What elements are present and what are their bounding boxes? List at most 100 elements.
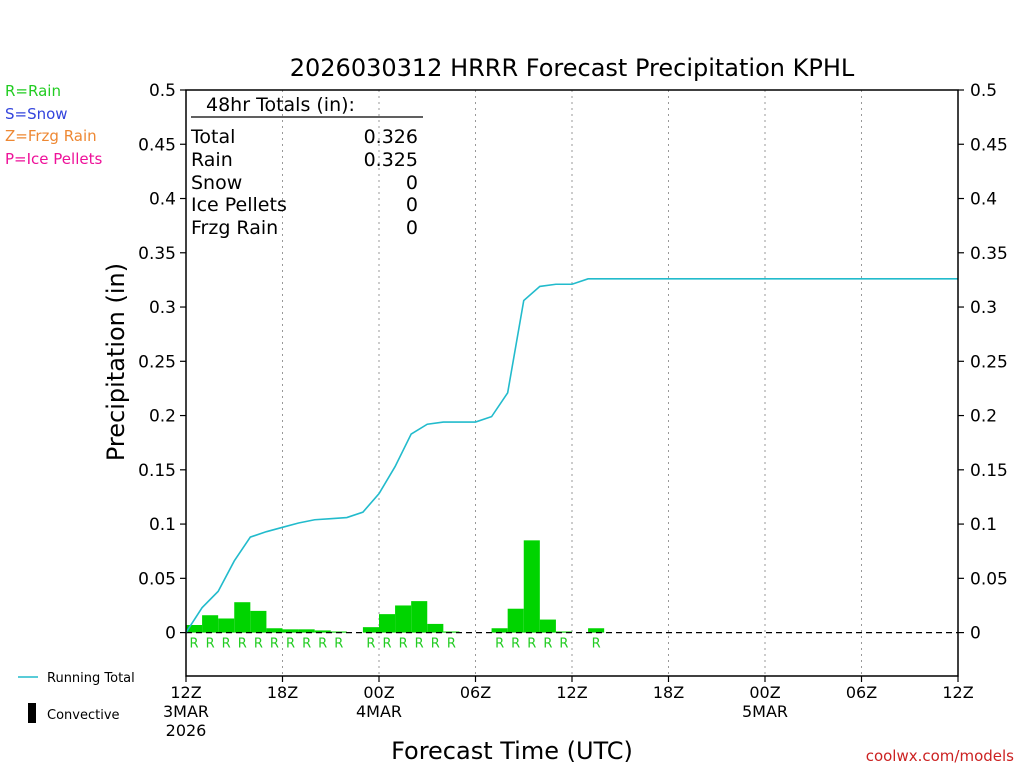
precip-type-marker: R <box>206 637 215 652</box>
precip-type-marker: R <box>592 637 601 652</box>
precip-bar <box>555 631 572 633</box>
precip-bar <box>282 629 299 633</box>
y-tick-label: 0.35 <box>970 244 1008 264</box>
legend-rain: R=Rain <box>5 82 61 100</box>
precip-type-marker: R <box>447 637 456 652</box>
x-tick-label: 5MAR <box>742 702 788 721</box>
precip-type-marker: R <box>527 637 536 652</box>
totals-row-value: 0.326 <box>364 126 418 148</box>
y-tick-label: 0.3 <box>970 298 997 318</box>
y-tick-label: 0.5 <box>149 81 176 101</box>
precip-bar <box>250 610 267 633</box>
y-tick-label: 0.3 <box>149 298 176 318</box>
grid-lines <box>282 90 862 676</box>
y-tick-label: 0.45 <box>138 135 176 155</box>
precip-type-marker: R <box>431 637 440 652</box>
precip-bar <box>588 628 605 633</box>
x-tick-label: 00Z <box>363 683 394 702</box>
precip-type-marker: R <box>334 637 343 652</box>
totals-heading: 48hr Totals (in): <box>206 94 355 116</box>
precip-type-marker: R <box>238 637 247 652</box>
series-legend: Running Total Convective <box>18 671 135 723</box>
precip-type-marker: R <box>511 637 520 652</box>
precip-type-marker: R <box>190 637 199 652</box>
running-total-legend-label: Running Total <box>47 671 135 686</box>
x-tick-label: 2026 <box>166 721 207 740</box>
precip-bar <box>298 629 315 633</box>
precip-bar <box>539 619 556 633</box>
bar-series <box>186 540 605 633</box>
y-tick-label: 0.1 <box>970 515 997 535</box>
y-axis-ticks: 0 00.05 0.050.1 0.10.15 0.150.2 0.20.25 0.250.… <box>138 81 1008 644</box>
x-tick-label: 4MAR <box>356 702 402 721</box>
y-tick-label: 0.25 <box>138 352 176 372</box>
y-tick-label: 0 <box>970 624 981 644</box>
y-tick-label: 0.2 <box>149 407 176 427</box>
precip-bar <box>491 628 508 633</box>
precip-type-marker: R <box>399 637 408 652</box>
y-tick-label: 0.45 <box>970 135 1008 155</box>
type-legend: R=Rain S=Snow Z=Frzg Rain P=Ice Pellets <box>5 82 102 168</box>
precip-type-marker: R <box>366 637 375 652</box>
precip-bar <box>218 618 235 633</box>
convective-legend-swatch <box>28 703 36 723</box>
y-tick-label: 0.4 <box>149 190 176 210</box>
chart-title: 2026030312 HRRR Forecast Precipitation K… <box>290 54 855 82</box>
x-tick-label: 18Z <box>653 683 684 702</box>
totals-box: 48hr Totals (in): Total 0.326 Rain 0.325… <box>190 94 423 239</box>
precip-bar <box>507 608 524 633</box>
y-tick-label: 0.05 <box>970 569 1008 589</box>
x-tick-label: 12Z <box>556 683 587 702</box>
x-tick-label: 00Z <box>749 683 780 702</box>
precip-type-marker: R <box>495 637 504 652</box>
precip-bar <box>186 624 203 633</box>
precip-type-marker: R <box>559 637 568 652</box>
precip-type-marker: R <box>543 637 552 652</box>
precip-bar <box>395 605 412 633</box>
precip-bar <box>314 630 331 633</box>
y-axis-label: Precipitation (in) <box>102 263 130 461</box>
x-tick-label: 18Z <box>267 683 298 702</box>
totals-row-value: 0.325 <box>364 149 418 171</box>
precip-bar <box>362 627 379 633</box>
precip-bar <box>202 615 219 633</box>
totals-row-label: Rain <box>191 149 233 171</box>
precip-type-marker: R <box>383 637 392 652</box>
totals-row-value: 0 <box>406 194 418 216</box>
legend-frzg-rain: Z=Frzg Rain <box>5 127 97 145</box>
x-tick-label: 3MAR <box>163 702 209 721</box>
totals-row-value: 0 <box>406 172 418 194</box>
y-tick-label: 0.25 <box>970 352 1008 372</box>
y-tick-label: 0.4 <box>970 190 997 210</box>
totals-row-label: Snow <box>191 172 242 194</box>
credit-text: coolwx.com/models <box>866 747 1014 765</box>
totals-row-label: Ice Pellets <box>191 194 287 216</box>
precip-type-marker: R <box>270 637 279 652</box>
y-tick-label: 0.15 <box>138 461 176 481</box>
x-tick-label: 12Z <box>170 683 201 702</box>
precip-type-marker: R <box>286 637 295 652</box>
precip-bar <box>427 623 444 633</box>
totals-row-label: Frzg Rain <box>191 217 278 239</box>
legend-ice-pellets: P=Ice Pellets <box>5 150 102 168</box>
convective-legend-label: Convective <box>47 708 120 723</box>
legend-snow: S=Snow <box>5 105 68 123</box>
precip-bar <box>379 614 396 633</box>
precip-bar <box>234 602 251 633</box>
precip-bar <box>523 540 540 633</box>
y-tick-label: 0.05 <box>138 569 176 589</box>
totals-row-value: 0 <box>406 217 418 239</box>
y-tick-label: 0 <box>165 624 176 644</box>
y-tick-label: 0.1 <box>149 515 176 535</box>
precip-type-marker: R <box>302 637 311 652</box>
x-tick-label: 12Z <box>942 683 973 702</box>
x-axis-label: Forecast Time (UTC) <box>391 737 633 765</box>
precip-type-marker: R <box>222 637 231 652</box>
y-tick-label: 0.15 <box>970 461 1008 481</box>
totals-row-label: Total <box>190 126 235 148</box>
precip-bar <box>266 628 283 633</box>
x-tick-label: 06Z <box>846 683 877 702</box>
precip-type-marker: R <box>254 637 263 652</box>
